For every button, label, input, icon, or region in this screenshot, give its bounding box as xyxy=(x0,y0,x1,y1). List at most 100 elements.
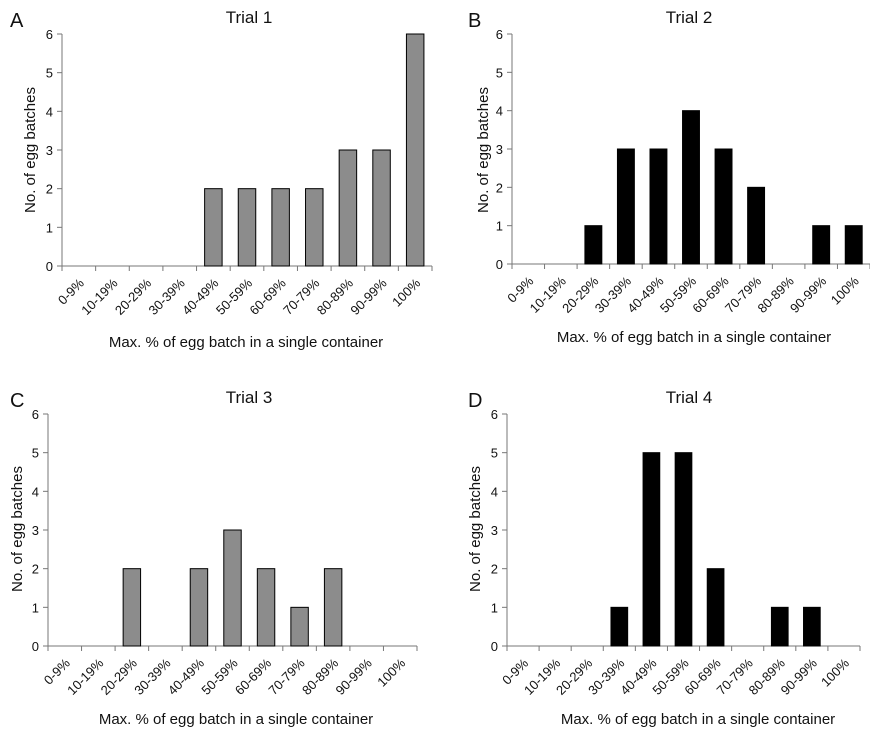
panel-b-bar xyxy=(844,225,863,265)
panel-b-bar xyxy=(616,148,635,265)
panel-d-bar xyxy=(706,568,725,647)
panel-b-bar xyxy=(714,148,733,265)
panel-a-bar xyxy=(271,188,290,267)
panel-c-ytick-label: 3 xyxy=(32,523,39,538)
panel-c-xtick-label: 60-69% xyxy=(232,655,275,698)
panel-d-xlabel: Max. % of egg batch in a single containe… xyxy=(561,711,835,728)
panel-c-ytick-label: 0 xyxy=(32,639,39,654)
panel-d-ytick-label: 2 xyxy=(491,562,498,577)
panel-a-bar xyxy=(305,188,324,267)
panel-b-ytick-label: 3 xyxy=(496,142,503,157)
panel-b-letter: B xyxy=(468,10,481,32)
panel-d-ylabel: No. of egg batches xyxy=(467,466,484,592)
panel-c-xtick-label: 80-89% xyxy=(299,655,342,698)
panel-b-ytick-label: 4 xyxy=(496,104,503,119)
panel-c-bar xyxy=(256,568,276,647)
panel-a-bar xyxy=(204,188,223,267)
panel-a-ytick-label: 4 xyxy=(46,104,53,119)
panel-a-xtick-label: 60-69% xyxy=(246,275,289,318)
panel-b-bar xyxy=(584,225,603,265)
panel-a-xtick-label: 90-99% xyxy=(347,275,390,318)
panel-a: A Trial 1 No. of egg batches Max. % of e… xyxy=(10,8,433,351)
panel-b-ytick-label: 5 xyxy=(496,65,503,80)
panel-b: B Trial 2 No. of egg batches Max. % of e… xyxy=(468,8,870,346)
panel-c-xtick-label: 20-29% xyxy=(98,655,141,698)
panel-d-title: Trial 4 xyxy=(666,388,713,407)
panel-b-bar xyxy=(649,148,668,265)
panel-c-plot: 01234560-9%10-19%20-29%30-39%40-49%50-59… xyxy=(32,407,418,698)
panel-d-bar xyxy=(674,452,693,647)
panel-c-bar xyxy=(290,606,309,647)
panel-d-ytick-label: 0 xyxy=(491,639,498,654)
panel-a-ylabel: No. of egg batches xyxy=(22,87,39,213)
panel-c-xtick-label: 50-59% xyxy=(198,655,241,698)
panel-a-title: Trial 1 xyxy=(226,8,273,27)
panel-c-bar xyxy=(223,529,242,647)
panel-c-xtick-label: 90-99% xyxy=(333,655,376,698)
panel-c-ylabel: No. of egg batches xyxy=(9,466,26,592)
panel-b-bar xyxy=(812,225,831,265)
panel-c-xtick-label: 100% xyxy=(374,655,408,689)
panel-a-letter: A xyxy=(10,10,24,32)
panel-a-ytick-label: 0 xyxy=(46,259,53,274)
panel-b-ytick-label: 1 xyxy=(496,219,503,234)
panel-b-ytick-label: 2 xyxy=(496,180,503,195)
panel-a-ytick-label: 2 xyxy=(46,182,53,197)
panel-d-plot: 01234560-9%10-19%20-29%30-39%40-49%50-59… xyxy=(491,407,861,698)
panel-c-bar xyxy=(122,568,142,647)
panel-a-xtick-label: 70-79% xyxy=(280,275,323,318)
panel-c-ytick-label: 6 xyxy=(32,407,39,422)
panel-a-plot: 01234560-9%10-19%20-29%30-39%40-49%50-59… xyxy=(46,27,433,318)
panel-a-xtick-label: 30-39% xyxy=(146,275,189,318)
panel-a-xtick-label: 20-29% xyxy=(112,275,155,318)
panel-d-bar xyxy=(803,606,821,647)
panel-b-bar xyxy=(682,110,700,265)
panel-a-ytick-label: 5 xyxy=(46,66,53,81)
panel-c-bar xyxy=(189,568,209,647)
panel-d-ytick-label: 1 xyxy=(491,600,498,615)
panel-d: D Trial 4 No. of egg batches Max. % of e… xyxy=(467,388,861,728)
panel-b-plot: 01234560-9%10-19%20-29%30-39%40-49%50-59… xyxy=(496,27,870,316)
panel-b-xtick-label: 100% xyxy=(828,273,862,307)
panel-d-ytick-label: 3 xyxy=(491,523,498,538)
panel-d-xtick-label: 90-99% xyxy=(778,655,821,698)
panel-d-ytick-label: 6 xyxy=(491,407,498,422)
panel-a-bar xyxy=(405,33,425,267)
panel-c-xtick-label: 70-79% xyxy=(265,655,308,698)
panel-a-ytick-label: 1 xyxy=(46,220,53,235)
panel-d-bar xyxy=(610,606,629,647)
panel-b-ytick-label: 6 xyxy=(496,27,503,42)
panel-b-bar xyxy=(747,186,766,265)
panel-a-xlabel: Max. % of egg batch in a single containe… xyxy=(109,334,383,351)
panel-a-bar xyxy=(237,188,257,267)
panel-a-bar xyxy=(372,149,391,267)
panel-a-bar xyxy=(338,149,358,267)
panel-a-xtick-label: 100% xyxy=(389,275,423,309)
panel-a-ytick-label: 6 xyxy=(46,27,53,42)
panel-d-bar xyxy=(770,606,789,647)
panel-c-letter: C xyxy=(10,390,24,412)
panel-c-xtick-label: 10-19% xyxy=(64,655,107,698)
panel-c-ytick-label: 2 xyxy=(32,562,39,577)
panel-c-title: Trial 3 xyxy=(226,388,273,407)
panel-a-xtick-label: 40-49% xyxy=(179,275,222,318)
panel-d-xtick-label: 100% xyxy=(818,655,852,689)
panel-a-ytick-label: 3 xyxy=(46,143,53,158)
panel-c-ytick-label: 5 xyxy=(32,446,39,461)
panel-b-xtick-label: 90-99% xyxy=(787,273,830,316)
panel-a-xtick-label: 10-19% xyxy=(78,275,121,318)
panel-c-ytick-label: 1 xyxy=(32,600,39,615)
panel-b-ytick-label: 0 xyxy=(496,257,503,272)
panel-c-bar xyxy=(323,568,343,647)
panel-d-ytick-label: 4 xyxy=(491,484,498,499)
panel-d-bar xyxy=(642,452,661,647)
panel-b-title: Trial 2 xyxy=(666,8,713,27)
panel-b-ylabel: No. of egg batches xyxy=(475,87,492,213)
panel-b-xlabel: Max. % of egg batch in a single containe… xyxy=(557,329,831,346)
panel-c-xlabel: Max. % of egg batch in a single containe… xyxy=(99,711,373,728)
panel-a-xtick-label: 80-89% xyxy=(314,275,357,318)
panel-d-ytick-label: 5 xyxy=(491,446,498,461)
panel-d-letter: D xyxy=(468,390,482,412)
panel-c-ytick-label: 4 xyxy=(32,484,39,499)
